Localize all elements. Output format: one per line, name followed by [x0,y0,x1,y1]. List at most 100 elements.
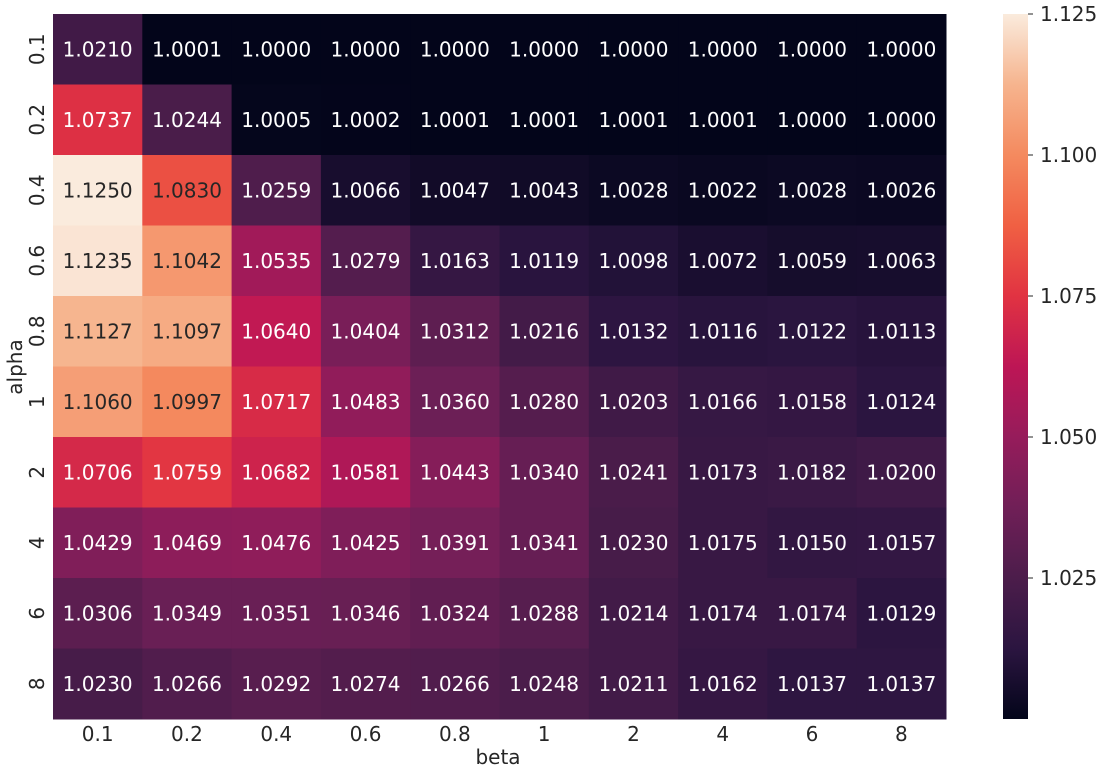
heatmap-cell [856,155,947,226]
heatmap-cell [678,14,768,85]
heatmap-cell [678,366,768,438]
heatmap-cell-value: 1.0404 [331,319,401,343]
heatmap-cell-value: 1.0349 [152,601,222,625]
heatmap-cell [499,296,590,367]
heatmap-cell-value: 1.0000 [866,108,936,132]
heatmap-cell [410,437,500,508]
heatmap-cell [856,648,947,720]
heatmap-cell-value: 1.0214 [598,601,668,625]
heatmap-cell-value: 1.0122 [777,319,847,343]
heatmap-cell-value: 1.1097 [152,319,222,343]
heatmap-cell [410,296,500,367]
heatmap-cell [231,578,322,649]
heatmap-cell-value: 1.0324 [420,601,490,625]
heatmap-cell [410,155,500,226]
heatmap-cell-value: 1.0203 [598,390,668,414]
heatmap-cell [320,648,411,720]
heatmap-cell [588,507,679,579]
heatmap-cell [231,507,322,579]
heatmap-cell [767,507,858,579]
heatmap-cell [856,578,947,649]
heatmap-cell [320,225,411,297]
heatmap-cell-value: 1.0346 [331,601,401,625]
heatmap-cell-value: 1.1127 [63,319,133,343]
heatmap-cell [142,296,233,367]
heatmap-cell [410,366,500,438]
heatmap-cell [320,507,411,579]
heatmap-cell [410,507,500,579]
heatmap-cell-value: 1.0210 [63,37,133,61]
heatmap-cell-value: 1.0000 [241,37,311,61]
heatmap-cell [767,14,858,85]
heatmap-cell-value: 1.0429 [63,531,133,555]
heatmap-cell [410,225,500,297]
x-tick-label: 4 [716,722,729,746]
heatmap-cell-value: 1.0341 [509,531,579,555]
heatmap-cell [856,296,947,367]
heatmap-cell [231,296,322,367]
heatmap-cell-value: 1.0288 [509,601,579,625]
colorbar-tick-label: 1.075 [1040,284,1097,308]
heatmap-cell-value: 1.0737 [63,108,133,132]
heatmap-cell [53,437,143,508]
heatmap-cell-value: 1.1060 [63,390,133,414]
heatmap-cell [678,225,768,297]
y-tick-label: 6 [25,607,49,620]
heatmap-cell [53,84,143,156]
heatmap-cell-value: 1.0028 [777,178,847,202]
heatmap-cell-value: 1.0000 [598,37,668,61]
heatmap-cell [767,366,858,438]
heatmap-cell [142,578,233,649]
heatmap-cell-value: 1.0162 [688,672,758,696]
heatmap-cell-value: 1.0059 [777,249,847,273]
heatmap-cell [410,14,500,85]
heatmap-cell-value: 1.0000 [420,37,490,61]
heatmap-cell [320,14,411,85]
heatmap-cell-value: 1.0066 [331,178,401,202]
heatmap-cell-value: 1.0174 [688,601,758,625]
y-tick-label: 1 [25,395,49,408]
heatmap-cell [142,648,233,720]
heatmap-cell-value: 1.0157 [866,531,936,555]
heatmap-cell [320,366,411,438]
heatmap-cell [499,437,590,508]
heatmap-cell-value: 1.0312 [420,319,490,343]
heatmap-cell-value: 1.0047 [420,178,490,202]
heatmap-cell-value: 1.0028 [598,178,668,202]
heatmap-cell [499,366,590,438]
y-tick-label: 2 [25,466,49,479]
heatmap-cell-value: 1.0443 [420,460,490,484]
colorbar-tick-label: 1.100 [1040,143,1097,167]
x-tick-label: 1 [538,722,551,746]
heatmap-cell [767,437,858,508]
colorbar-tick-label: 1.050 [1040,425,1097,449]
heatmap-cell-value: 1.0001 [598,108,668,132]
heatmap-cell-value: 1.0182 [777,460,847,484]
heatmap-cell-value: 1.0166 [688,390,758,414]
heatmap-cell-value: 1.0581 [331,460,401,484]
heatmap-cell-value: 1.0000 [777,108,847,132]
heatmap-cell-value: 1.0132 [598,319,668,343]
x-tick-label: 0.4 [260,722,292,746]
heatmap-cell-value: 1.0306 [63,601,133,625]
heatmap-cell [767,578,858,649]
heatmap-cell-value: 1.0098 [598,249,668,273]
heatmap-cell [410,84,500,156]
heatmap-cell-value: 1.0360 [420,390,490,414]
heatmap-cell-value: 1.0280 [509,390,579,414]
heatmap-cell-value: 1.0259 [241,178,311,202]
heatmap-cell [499,578,590,649]
heatmap-cell [231,84,322,156]
heatmap-cell-value: 1.0000 [866,37,936,61]
heatmap-cell [588,155,679,226]
heatmap-cell-value: 1.0163 [420,249,490,273]
heatmap-cell-value: 1.0072 [688,249,758,273]
x-tick-label: 6 [806,722,819,746]
heatmap-cell [588,578,679,649]
heatmap-cell [856,84,947,156]
heatmap-cell [53,296,143,367]
heatmap-cell [320,296,411,367]
heatmap-cell [320,155,411,226]
heatmap-cell-value: 1.0001 [688,108,758,132]
